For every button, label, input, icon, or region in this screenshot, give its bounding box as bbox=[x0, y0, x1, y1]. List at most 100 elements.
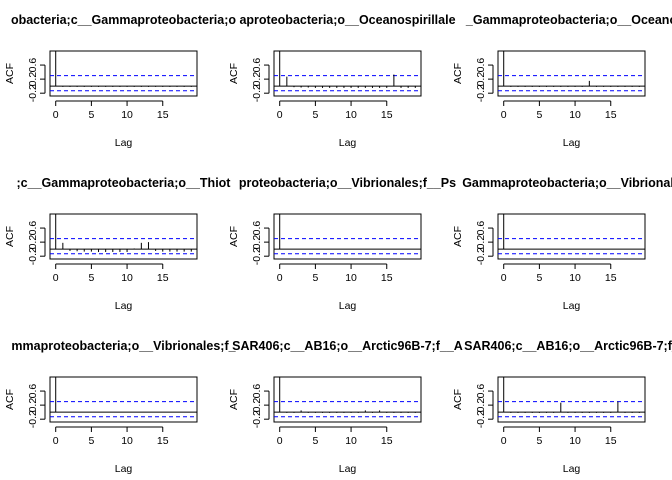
acf-panel: Gammaproteobacteria;o__Vibrionale 0 5 10 15 L… bbox=[452, 176, 672, 312]
y-tick-label: -0.2 bbox=[27, 247, 39, 265]
y-tick-label: 0.6 bbox=[27, 58, 39, 73]
x-tick-label: 5 bbox=[312, 272, 318, 284]
x-axis-label: Lag bbox=[563, 463, 581, 475]
x-tick-label: 15 bbox=[157, 109, 169, 121]
x-tick-label: 10 bbox=[345, 272, 357, 284]
x-tick-label: 5 bbox=[88, 272, 94, 284]
x-tick-label: 0 bbox=[277, 272, 283, 284]
x-tick-label: 10 bbox=[121, 109, 133, 121]
panel-title: SAR406;c__AB16;o__Arctic96B-7;f__A bbox=[232, 339, 463, 353]
panel-title: _Gammaproteobacteria;o__Oceano bbox=[465, 13, 672, 27]
y-tick-label: 0.6 bbox=[251, 384, 263, 399]
acf-panel: ;c__Gammaproteobacteria;o__Thiot 0 5 10 15 La… bbox=[4, 176, 231, 312]
y-tick-label: 0.6 bbox=[251, 58, 263, 73]
plot-frame bbox=[497, 376, 646, 423]
plot-frame bbox=[273, 376, 422, 423]
x-tick-label: 0 bbox=[53, 272, 59, 284]
y-axis-label: ACF bbox=[228, 389, 240, 410]
x-tick-label: 15 bbox=[381, 435, 393, 447]
x-tick-label: 5 bbox=[312, 109, 318, 121]
plot-frame bbox=[497, 213, 646, 260]
y-tick-label: 0.2 bbox=[27, 72, 39, 87]
panel-title: mmaproteobacteria;o__Vibrionales;f_ bbox=[11, 339, 236, 353]
panel-title: proteobacteria;o__Vibrionales;f__Ps bbox=[239, 176, 456, 190]
y-tick-label: 0.6 bbox=[27, 221, 39, 236]
y-tick-label: 0.6 bbox=[475, 221, 487, 236]
panel-title: ;c__Gammaproteobacteria;o__Thiot bbox=[17, 176, 232, 190]
y-tick-label: 0.6 bbox=[475, 58, 487, 73]
x-axis-label: Lag bbox=[339, 463, 357, 475]
y-tick-label: -0.2 bbox=[475, 247, 487, 265]
x-axis-label: Lag bbox=[339, 300, 357, 312]
x-tick-label: 15 bbox=[605, 109, 617, 121]
panel-title: Gammaproteobacteria;o__Vibrionale bbox=[462, 176, 672, 190]
x-tick-label: 15 bbox=[605, 272, 617, 284]
x-tick-label: 10 bbox=[569, 435, 581, 447]
acf-panel: aproteobacteria;o__Oceanospirillale 0 5 10 1… bbox=[228, 13, 456, 149]
x-tick-label: 15 bbox=[605, 435, 617, 447]
y-axis-label: ACF bbox=[4, 63, 16, 84]
x-tick-label: 10 bbox=[345, 109, 357, 121]
plot-frame bbox=[49, 50, 198, 97]
plot-frame bbox=[497, 50, 646, 97]
x-tick-label: 10 bbox=[121, 435, 133, 447]
panel-title: obacteria;c__Gammaproteobacteria;o bbox=[11, 13, 236, 27]
panel-title: SAR406;c__AB16;o__Arctic96B-7;f_ bbox=[464, 339, 672, 353]
y-axis-label: ACF bbox=[452, 389, 464, 410]
y-tick-label: 0.6 bbox=[475, 384, 487, 399]
y-tick-label: 0.2 bbox=[251, 72, 263, 87]
y-axis-label: ACF bbox=[452, 226, 464, 247]
x-axis-label: Lag bbox=[115, 463, 133, 475]
x-axis-label: Lag bbox=[115, 300, 133, 312]
y-tick-label: -0.2 bbox=[251, 410, 263, 428]
x-tick-label: 5 bbox=[536, 435, 542, 447]
acf-panel: SAR406;c__AB16;o__Arctic96B-7;f__A 0 5 10 15… bbox=[228, 339, 463, 475]
x-tick-label: 5 bbox=[88, 109, 94, 121]
y-tick-label: -0.2 bbox=[475, 410, 487, 428]
x-tick-label: 0 bbox=[501, 272, 507, 284]
y-tick-label: 0.6 bbox=[251, 221, 263, 236]
x-tick-label: 0 bbox=[501, 435, 507, 447]
x-tick-label: 5 bbox=[536, 109, 542, 121]
x-axis-label: Lag bbox=[115, 137, 133, 149]
x-tick-label: 15 bbox=[381, 109, 393, 121]
y-tick-label: -0.2 bbox=[27, 84, 39, 102]
x-axis-label: Lag bbox=[563, 137, 581, 149]
acf-panel: proteobacteria;o__Vibrionales;f__Ps 0 5 10 1… bbox=[228, 176, 456, 312]
panel-title: aproteobacteria;o__Oceanospirillale bbox=[239, 13, 455, 27]
y-tick-label: 0.2 bbox=[475, 72, 487, 87]
x-tick-label: 10 bbox=[121, 272, 133, 284]
x-tick-label: 15 bbox=[157, 435, 169, 447]
y-tick-label: 0.6 bbox=[27, 384, 39, 399]
plot-frame bbox=[49, 376, 198, 423]
x-tick-label: 10 bbox=[569, 109, 581, 121]
x-tick-label: 5 bbox=[312, 435, 318, 447]
x-tick-label: 0 bbox=[277, 109, 283, 121]
y-tick-label: 0.2 bbox=[251, 235, 263, 250]
plot-frame bbox=[49, 213, 198, 260]
x-axis-label: Lag bbox=[339, 137, 357, 149]
y-tick-label: -0.2 bbox=[251, 84, 263, 102]
x-tick-label: 10 bbox=[345, 435, 357, 447]
y-tick-label: 0.2 bbox=[27, 235, 39, 250]
x-tick-label: 10 bbox=[569, 272, 581, 284]
acf-panel: mmaproteobacteria;o__Vibrionales;f_ 0 5 10 1… bbox=[4, 339, 237, 475]
acf-panel: SAR406;c__AB16;o__Arctic96B-7;f_ 0 5 10 15 La… bbox=[452, 339, 672, 475]
x-tick-label: 15 bbox=[381, 272, 393, 284]
y-axis-label: ACF bbox=[4, 389, 16, 410]
x-tick-label: 15 bbox=[157, 272, 169, 284]
x-tick-label: 0 bbox=[277, 435, 283, 447]
y-axis-label: ACF bbox=[452, 63, 464, 84]
y-tick-label: 0.2 bbox=[251, 398, 263, 413]
x-tick-label: 0 bbox=[501, 109, 507, 121]
x-tick-label: 5 bbox=[536, 272, 542, 284]
y-tick-label: -0.2 bbox=[475, 84, 487, 102]
y-axis-label: ACF bbox=[228, 226, 240, 247]
y-tick-label: -0.2 bbox=[27, 410, 39, 428]
acf-panel: _Gammaproteobacteria;o__Oceano 0 5 10 15 Lag -… bbox=[452, 13, 672, 149]
plot-frame bbox=[273, 213, 422, 260]
x-tick-label: 0 bbox=[53, 109, 59, 121]
y-tick-label: -0.2 bbox=[251, 247, 263, 265]
x-tick-label: 0 bbox=[53, 435, 59, 447]
